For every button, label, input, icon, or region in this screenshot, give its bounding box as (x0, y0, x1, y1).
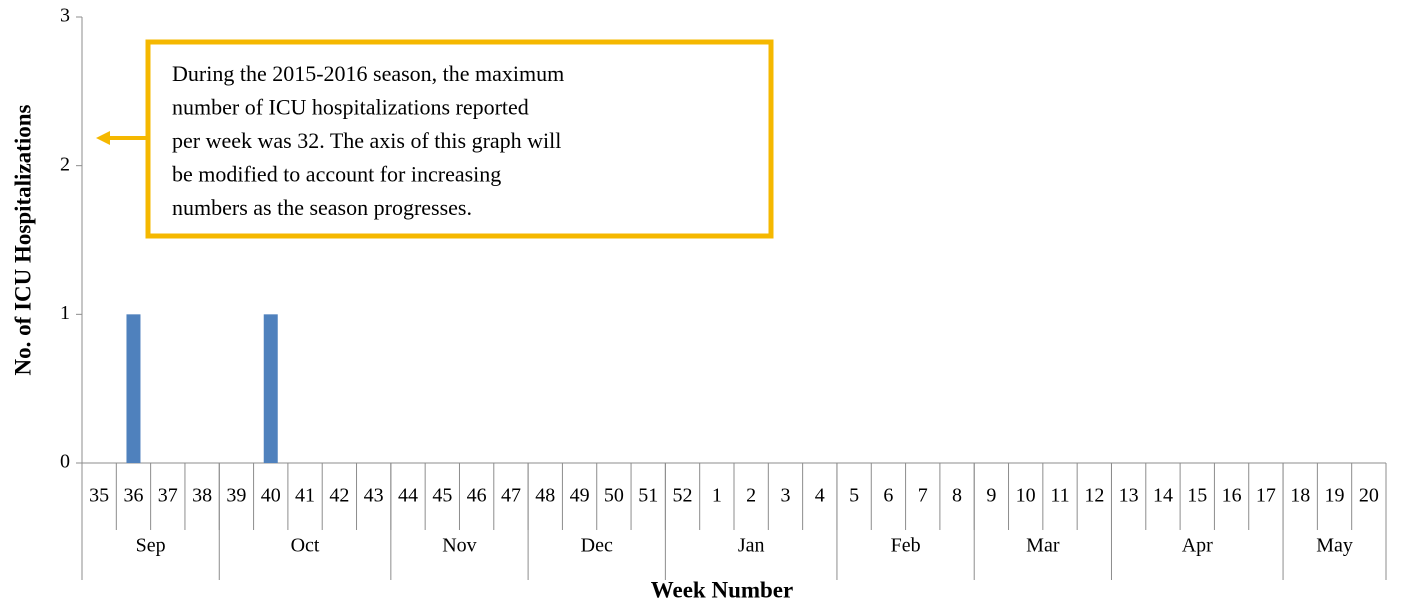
group-label: Jan (738, 535, 765, 557)
x-tick-label: 46 (467, 485, 487, 507)
x-tick-label: 48 (535, 485, 555, 507)
x-tick-label: 20 (1359, 485, 1379, 507)
x-tick-label: 51 (638, 485, 658, 507)
x-tick-label: 17 (1256, 485, 1276, 507)
group-label: Oct (291, 535, 320, 557)
x-tick-label: 52 (673, 485, 693, 507)
annotation-text: number of ICU hospitalizations reported (172, 95, 529, 120)
x-tick-label: 41 (295, 485, 315, 507)
y-tick-label: 1 (60, 302, 70, 324)
x-tick-label: 36 (123, 485, 143, 507)
x-tick-label: 45 (432, 485, 452, 507)
annotation-text: be modified to account for increasing (172, 162, 501, 187)
x-tick-label: 47 (501, 485, 521, 507)
bar (126, 314, 141, 463)
y-tick-label: 3 (60, 5, 70, 27)
x-tick-label: 16 (1222, 485, 1242, 507)
group-label: Nov (442, 535, 476, 557)
group-label: Feb (891, 535, 921, 557)
x-axis-title: Week Number (651, 577, 793, 602)
group-label: Sep (136, 535, 166, 557)
x-tick-label: 9 (986, 485, 996, 507)
x-tick-label: 8 (952, 485, 962, 507)
x-tick-label: 40 (261, 485, 281, 507)
x-tick-label: 2 (746, 485, 756, 507)
x-tick-label: 38 (192, 485, 212, 507)
x-tick-label: 39 (226, 485, 246, 507)
x-tick-label: 3 (780, 485, 790, 507)
y-tick-label: 2 (60, 153, 70, 175)
x-tick-label: 7 (918, 485, 928, 507)
x-tick-label: 4 (815, 485, 825, 507)
x-tick-label: 49 (570, 485, 590, 507)
x-tick-label: 5 (849, 485, 859, 507)
group-label: Dec (581, 535, 613, 557)
x-tick-label: 14 (1153, 485, 1173, 507)
bar (263, 314, 278, 463)
x-tick-label: 18 (1290, 485, 1310, 507)
x-tick-label: 11 (1050, 485, 1069, 507)
x-tick-label: 12 (1084, 485, 1104, 507)
annotation-box (145, 39, 774, 239)
y-tick-label: 0 (60, 451, 70, 473)
annotation-text: numbers as the season progresses. (172, 195, 472, 220)
x-tick-label: 35 (89, 485, 109, 507)
x-tick-label: 19 (1325, 485, 1345, 507)
x-tick-label: 42 (329, 485, 349, 507)
x-tick-label: 43 (364, 485, 384, 507)
x-tick-label: 13 (1119, 485, 1139, 507)
x-tick-label: 1 (712, 485, 722, 507)
x-tick-label: 15 (1187, 485, 1207, 507)
x-tick-label: 37 (158, 485, 178, 507)
group-label: Mar (1026, 535, 1060, 557)
x-tick-label: 10 (1016, 485, 1036, 507)
annotation-text: During the 2015-2016 season, the maximum (172, 61, 564, 86)
group-label: Apr (1182, 535, 1213, 557)
annotation-arrowhead (96, 131, 110, 145)
x-tick-label: 50 (604, 485, 624, 507)
x-tick-label: 44 (398, 485, 418, 507)
group-label: May (1316, 535, 1353, 557)
y-axis-title: No. of ICU Hospitalizations (10, 105, 35, 376)
x-tick-label: 6 (883, 485, 893, 507)
annotation-text: per week was 32. The axis of this graph … (172, 128, 561, 153)
